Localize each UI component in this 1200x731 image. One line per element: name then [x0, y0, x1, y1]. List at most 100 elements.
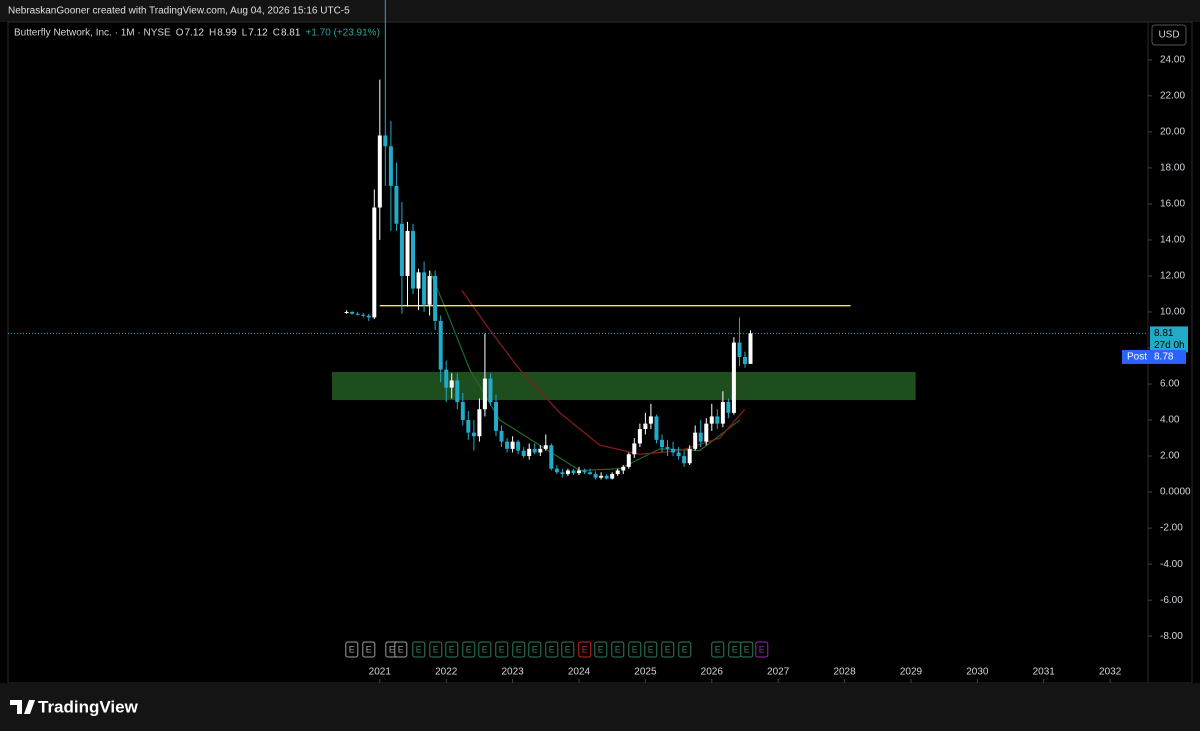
candle-body	[516, 441, 521, 451]
candle-body	[444, 369, 449, 388]
earnings-label: E	[598, 644, 604, 654]
footer-bar	[0, 683, 1200, 731]
currency[interactable]: USD	[1158, 30, 1179, 41]
y-tick-label: 18.00	[1160, 163, 1185, 174]
candle-body	[582, 470, 587, 473]
y-tick-label: 10.00	[1160, 307, 1185, 318]
candle-body	[621, 466, 626, 471]
candle-body	[505, 441, 510, 449]
earnings-marker	[545, 641, 559, 658]
moving-average	[429, 270, 741, 472]
y-tick-label: 2.00	[1160, 451, 1180, 462]
candle-body	[361, 314, 366, 316]
legend-key: O	[176, 28, 184, 39]
last-price-box	[1150, 326, 1188, 353]
legend-value: 7.12	[248, 28, 268, 39]
candle-body	[350, 311, 355, 314]
candle-body	[388, 146, 393, 186]
candle-body	[593, 474, 598, 478]
last-price: 8.81	[1154, 328, 1174, 339]
x-tick-label: 2022	[435, 667, 458, 678]
candle-body	[460, 402, 465, 421]
earnings-label: E	[433, 644, 439, 654]
earnings-label: E	[466, 644, 472, 654]
earnings-label: E	[499, 644, 505, 654]
y-tick-label: 4.00	[1160, 415, 1180, 426]
candle-body	[521, 450, 526, 457]
earnings-marker	[528, 641, 542, 658]
legend-value: 8.99	[217, 28, 237, 39]
earnings-marker	[445, 641, 459, 658]
earnings-marker	[740, 641, 754, 658]
earnings-marker	[594, 641, 608, 658]
earnings-marker	[345, 641, 359, 658]
y-tick-label: 12.00	[1160, 271, 1185, 282]
candle-body	[422, 272, 427, 305]
earnings-marker	[362, 641, 376, 658]
candle-body	[704, 423, 709, 442]
currency-button[interactable]	[1151, 24, 1187, 46]
candle-body	[643, 423, 648, 430]
candle-body	[532, 448, 537, 453]
candle-body	[610, 474, 615, 479]
candle-body	[565, 470, 570, 475]
candle-body	[427, 275, 432, 305]
candle-body	[682, 456, 687, 464]
candle-body	[455, 380, 460, 403]
candle-body	[560, 472, 565, 475]
earnings-marker	[578, 641, 592, 658]
legend-key: H	[209, 28, 216, 39]
candle-body	[604, 475, 609, 479]
candle-body	[405, 230, 410, 276]
candle-body	[438, 320, 443, 370]
candle-body	[416, 272, 421, 289]
x-tick-label: 2031	[1033, 667, 1056, 678]
candle-body	[687, 448, 692, 464]
candle-body	[477, 409, 482, 437]
plot: 24.00 22.00 20.00 18.00 16.00 14.00 12.00 10.00…	[8, 0, 1191, 683]
x-tick-label: 2026	[701, 667, 724, 678]
post-label: Post	[1127, 352, 1147, 363]
earnings-marker	[711, 641, 725, 658]
y-tick-label: -6.00	[1160, 595, 1183, 606]
candle-body	[720, 402, 725, 424]
candle-body	[637, 429, 642, 444]
candle-body	[654, 416, 659, 440]
earnings-label: E	[665, 644, 671, 654]
candle-body	[377, 135, 382, 208]
candle-body	[466, 420, 471, 433]
earnings-marker	[462, 641, 476, 658]
legend-value: 8.81	[281, 28, 301, 39]
legend-symbol: Butterfly Network, Inc. · 1M · NYSE	[14, 28, 171, 39]
earnings-label: E	[549, 644, 555, 654]
earnings-label: E	[516, 644, 522, 654]
candle-body	[399, 223, 404, 276]
candle-body	[355, 313, 360, 315]
chart-frame	[7, 21, 1193, 684]
y-tick-label: -4.00	[1160, 559, 1183, 570]
candle-body	[698, 432, 703, 442]
earnings-label: E	[715, 644, 721, 654]
candle-body	[383, 135, 388, 147]
earnings-marker	[644, 641, 658, 658]
x-tick-label: 2030	[966, 667, 989, 678]
earnings-label: E	[615, 644, 621, 654]
y-tick-label: 20.00	[1160, 127, 1185, 138]
x-tick-label: 2023	[501, 667, 524, 678]
earnings-label: E	[759, 644, 765, 654]
candle-body	[726, 402, 731, 413]
y-tick-label: -2.00	[1160, 523, 1183, 534]
y-tick-label: 0.0000	[1160, 487, 1191, 498]
candle-body	[715, 416, 720, 424]
candle-body	[344, 311, 349, 313]
candle-body	[471, 432, 476, 437]
candle-body	[538, 448, 543, 453]
candle-body	[742, 357, 747, 365]
earnings-label: E	[449, 644, 455, 654]
candle-body	[411, 230, 416, 289]
candle-body	[543, 445, 548, 449]
earnings-label: E	[389, 644, 395, 654]
x-tick-label: 2025	[634, 667, 657, 678]
earnings-label: E	[482, 644, 488, 654]
